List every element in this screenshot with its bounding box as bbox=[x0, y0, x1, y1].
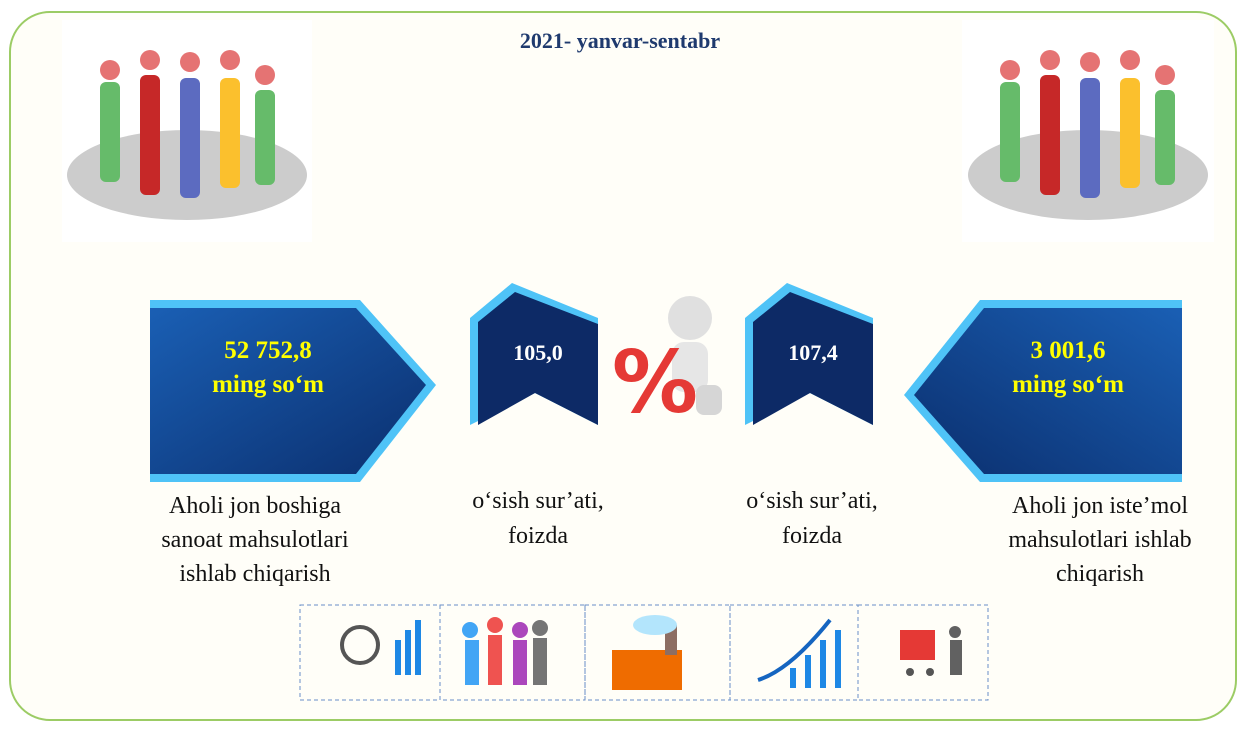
growth-left-value: 105,0 bbox=[513, 340, 563, 365]
right-label: Aholi jon iste’mol bbox=[1012, 493, 1188, 519]
crowd-left bbox=[62, 20, 312, 242]
growth-right-label: o‘sish sur’ati, bbox=[746, 488, 878, 514]
left-unit: ming so‘m bbox=[212, 371, 324, 398]
growth-right-label: foizda bbox=[782, 523, 842, 549]
growth-right-value: 107,4 bbox=[788, 340, 838, 365]
right-value: 3 001,6 bbox=[1031, 337, 1106, 364]
left-label: Aholi jon boshiga bbox=[169, 493, 341, 519]
right-label: chiqarish bbox=[1056, 561, 1144, 587]
title: 2021- yanvar-sentabr bbox=[520, 28, 720, 53]
growth-left-label: foizda bbox=[508, 523, 568, 549]
infographic: 2021- yanvar-sentabr 52 752,8 ming so‘m … bbox=[0, 0, 1246, 729]
left-value: 52 752,8 bbox=[224, 337, 312, 364]
crowd-right bbox=[962, 20, 1214, 242]
right-unit: ming so‘m bbox=[1012, 371, 1124, 398]
percent-symbol: % bbox=[612, 333, 698, 433]
growth-left-label: o‘sish sur’ati, bbox=[472, 488, 604, 514]
left-label: ishlab chiqarish bbox=[179, 561, 330, 587]
left-label: sanoat mahsulotlari bbox=[161, 527, 349, 553]
right-label: mahsulotlari ishlab bbox=[1008, 527, 1191, 553]
